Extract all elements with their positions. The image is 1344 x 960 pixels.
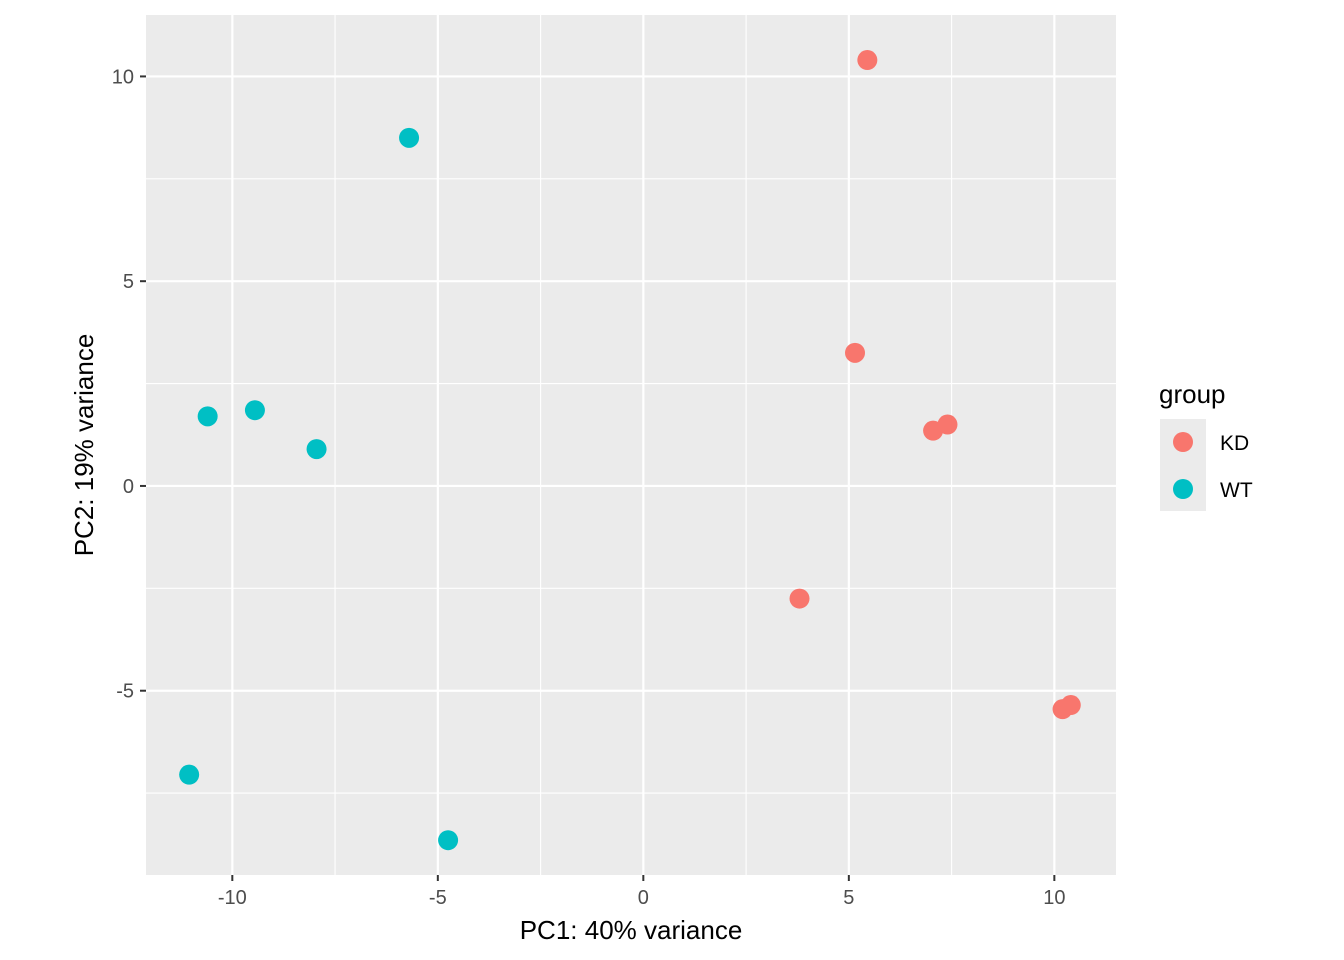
point-kd	[937, 414, 958, 435]
y-tick-label: 10	[112, 66, 134, 88]
x-axis-title: PC1: 40% variance	[520, 915, 743, 945]
legend-dot-wt	[1173, 479, 1193, 499]
minor-gridlines	[146, 15, 1116, 875]
point-wt	[399, 127, 420, 148]
point-wt	[197, 406, 218, 427]
y-axis-ticks: -5 0 5 10	[112, 66, 146, 703]
y-tick-label: 0	[123, 476, 134, 498]
x-axis-ticks: -10 -5 0 5 10	[218, 875, 1065, 909]
point-wt	[306, 439, 327, 460]
plot-panel	[146, 15, 1116, 875]
point-wt	[179, 764, 200, 785]
legend: group KD WT	[1159, 379, 1253, 511]
x-tick-label: -5	[429, 887, 447, 909]
legend-label-wt: WT	[1220, 479, 1253, 502]
x-tick-label: 5	[843, 887, 854, 909]
data-points	[179, 50, 1081, 851]
point-kd	[1060, 695, 1081, 716]
point-kd	[857, 50, 878, 71]
x-tick-label: 10	[1043, 887, 1065, 909]
x-tick-label: -10	[218, 887, 247, 909]
major-gridlines	[146, 15, 1116, 875]
y-tick-label: -5	[116, 681, 134, 703]
legend-title: group	[1159, 379, 1226, 409]
legend-dot-kd	[1173, 432, 1193, 452]
point-wt	[438, 830, 459, 851]
point-kd	[845, 342, 866, 363]
legend-label-kd: KD	[1220, 432, 1249, 455]
x-tick-label: 0	[638, 887, 649, 909]
y-tick-label: 5	[123, 271, 134, 293]
point-kd	[789, 588, 810, 609]
point-wt	[244, 400, 265, 421]
y-axis-title: PC2: 19% variance	[69, 334, 99, 557]
